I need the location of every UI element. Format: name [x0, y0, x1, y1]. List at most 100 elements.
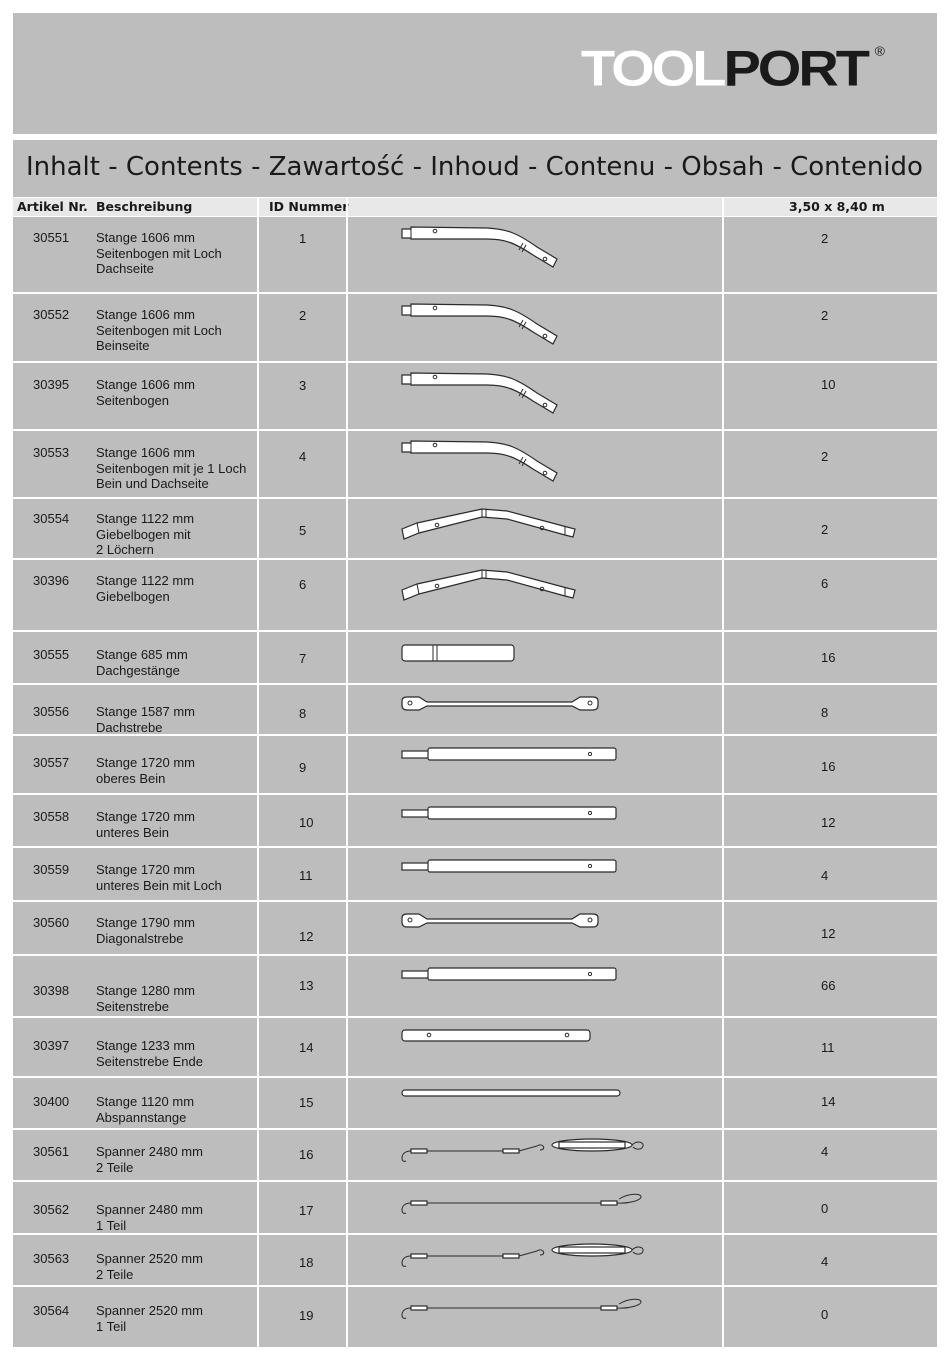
cable-icon [397, 1182, 697, 1236]
gable-pole-icon [397, 560, 697, 633]
quantity: 16 [821, 650, 836, 665]
article-number: 30564 [33, 1303, 70, 1318]
article-number: 30551 [33, 230, 70, 245]
part-description: Spanner 2520 mm 2 Teile [96, 1251, 203, 1282]
column-divider [722, 198, 724, 1347]
part-description: Stange 1122 mm Giebelbogen mit 2 Löchern [96, 511, 195, 557]
quantity: 4 [821, 1144, 829, 1159]
article-number: 30400 [33, 1094, 70, 1109]
turnbuckle-cable-icon [397, 1235, 697, 1288]
quantity: 12 [821, 815, 836, 830]
quantity: 2 [821, 522, 829, 537]
part-description: Stange 1606 mm Seitenbogen mit je 1 Loch… [96, 445, 247, 491]
part-description: Stange 685 mm Dachgestänge [96, 647, 188, 678]
article-number: 30552 [33, 307, 70, 322]
quantity: 2 [821, 231, 829, 246]
article-number: 30558 [33, 809, 70, 824]
part-description: Stange 1720 mm oberes Bein [96, 755, 196, 786]
id-number: 19 [299, 1308, 314, 1323]
logo-port-text: PORT [723, 39, 870, 97]
table-row: 30564 Spanner 2520 mm 1 Teil 19 0 [13, 1287, 937, 1347]
quantity: 0 [821, 1201, 829, 1216]
table-row: 30551 Stange 1606 mm Seitenbogen mit Loch… [13, 217, 937, 292]
quantity: 11 [821, 1040, 835, 1055]
article-number: 30555 [33, 647, 70, 662]
side-end-pole-icon [397, 1018, 697, 1079]
part-description: Stange 1606 mm Seitenbogen mit Loch Bein… [96, 307, 222, 353]
column-id: ID Nummer [269, 199, 349, 214]
table-row: 30397 Stange 1233 mm Seitenstrebe Ende 14 1… [13, 1018, 937, 1076]
part-description: Spanner 2480 mm 2 Teile [96, 1144, 203, 1175]
id-number: 13 [299, 978, 314, 993]
part-description: Spanner 2480 mm 1 Teil [96, 1202, 203, 1233]
quantity: 16 [821, 759, 836, 774]
table-row: 30556 Stange 1587 mm Dachstrebe 8 8 [13, 685, 937, 735]
article-number: 30397 [33, 1038, 70, 1053]
part-description: Stange 1280 mm Seitenstrebe [96, 983, 196, 1014]
title-bar: Inhalt - Contents - Zawartość - Inhoud -… [13, 140, 937, 197]
id-number: 14 [299, 1040, 314, 1055]
leg-pole-icon [397, 795, 697, 849]
id-number: 7 [299, 651, 307, 666]
table-row: 30553 Stange 1606 mm Seitenbogen mit je 1… [13, 431, 937, 497]
table-row: 30560 Stange 1790 mm Diagonalstrebe 12 12 [13, 902, 937, 954]
column-divider [346, 198, 348, 1347]
article-number: 30560 [33, 915, 70, 930]
toolport-logo: TOOLPORT ® [581, 43, 885, 93]
part-description: Stange 1720 mm unteres Bein mit Loch [96, 862, 222, 893]
article-number: 30396 [33, 573, 70, 588]
article-number: 30553 [33, 445, 70, 460]
part-description: Spanner 2520 mm 1 Teil [96, 1303, 203, 1334]
leg-pole-icon [397, 736, 697, 796]
id-number: 1 [299, 231, 307, 246]
quantity: 66 [821, 978, 836, 993]
turnbuckle-cable-icon [397, 1130, 697, 1183]
article-number: 30561 [33, 1144, 70, 1159]
table-row: 30563 Spanner 2520 mm 2 Teile 18 4 [13, 1235, 937, 1285]
quantity: 0 [821, 1307, 829, 1322]
part-description: Stange 1587 mm Dachstrebe [96, 704, 196, 735]
quantity: 6 [821, 576, 829, 591]
gable-pole-icon [397, 499, 697, 561]
quantity: 2 [821, 308, 829, 323]
id-number: 9 [299, 760, 307, 775]
table-row: 30555 Stange 685 mm Dachgestänge 7 16 [13, 632, 937, 683]
page-title: Inhalt - Contents - Zawartość - Inhoud -… [26, 152, 923, 182]
column-divider [257, 198, 259, 1347]
strut-icon [397, 902, 697, 957]
quantity: 14 [821, 1094, 836, 1109]
part-description: Stange 1720 mm unteres Bein [96, 809, 196, 840]
table-row: 30561 Spanner 2480 mm 2 Teile 16 4 [13, 1130, 937, 1180]
id-number: 12 [299, 929, 314, 944]
table-header: Artikel Nr. Beschreibung ID Nummer 3,50 … [13, 198, 937, 216]
quantity: 12 [821, 926, 836, 941]
article-number: 30562 [33, 1202, 70, 1217]
bent-pole-icon [397, 217, 697, 295]
article-number: 30395 [33, 377, 70, 392]
leg-pole-icon [397, 956, 697, 1019]
quantity: 10 [821, 377, 836, 392]
article-number: 30556 [33, 704, 70, 719]
part-description: Stange 1606 mm Seitenbogen mit Loch Dach… [96, 230, 222, 276]
id-number: 16 [299, 1147, 314, 1162]
article-number: 30557 [33, 755, 70, 770]
table-row: 30562 Spanner 2480 mm 1 Teil 17 0 [13, 1182, 937, 1233]
table-row: 30398 Stange 1280 mm Seitenstrebe 13 66 [13, 956, 937, 1016]
id-number: 8 [299, 706, 307, 721]
table-row: 30400 Stange 1120 mm Abspannstange 15 14 [13, 1078, 937, 1128]
article-number: 30398 [33, 983, 70, 998]
id-number: 10 [299, 815, 314, 830]
part-description: Stange 1790 mm Diagonalstrebe [96, 915, 196, 946]
column-article: Artikel Nr. [17, 199, 88, 214]
table-row: 30395 Stange 1606 mm Seitenbogen 3 10 [13, 363, 937, 429]
part-description: Stange 1233 mm Seitenstrebe Ende [96, 1038, 203, 1069]
logo-tool-text: TOOL [580, 39, 727, 97]
table-row: 30552 Stange 1606 mm Seitenbogen mit Loch… [13, 294, 937, 361]
article-number: 30554 [33, 511, 70, 526]
id-number: 18 [299, 1255, 314, 1270]
quantity: 4 [821, 868, 829, 883]
quantity: 8 [821, 705, 829, 720]
bent-pole-icon [397, 363, 697, 432]
cable-icon [397, 1287, 697, 1350]
leg-pole-icon [397, 848, 697, 903]
